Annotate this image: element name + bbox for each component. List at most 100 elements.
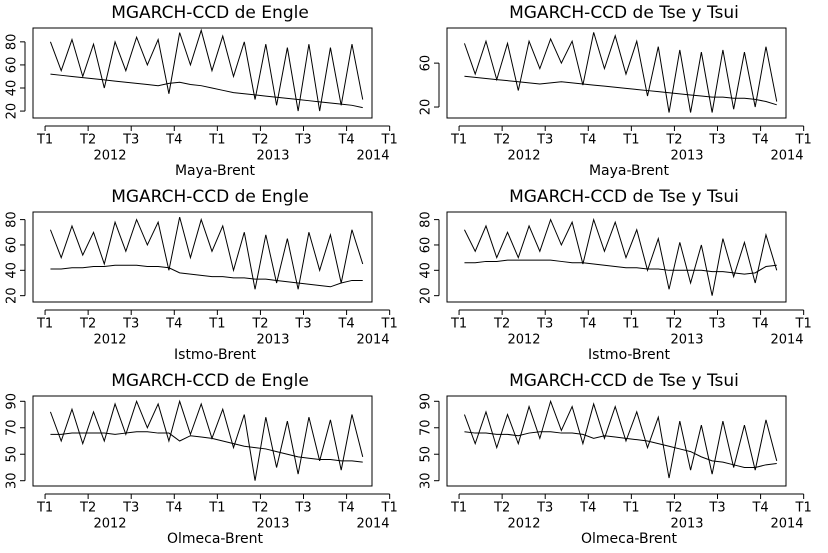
- y-tick-label: 60: [419, 55, 434, 72]
- y-tick-label: 20: [5, 103, 20, 120]
- y-tick-label: 20: [419, 287, 434, 304]
- year-label: 2014: [770, 333, 803, 348]
- x-tick-label: T3: [536, 133, 553, 148]
- x-tick-label: T2: [665, 317, 682, 332]
- year-label: 2012: [507, 517, 540, 532]
- x-tick-label: T1: [381, 317, 398, 332]
- x-tick-label: T1: [795, 133, 812, 148]
- x-axis-label: Olmeca-Brent: [167, 531, 264, 547]
- x-tick-label: T4: [165, 501, 182, 516]
- x-tick-label: T1: [208, 317, 225, 332]
- x-tick-label: T1: [208, 501, 225, 516]
- year-label: 2013: [670, 333, 703, 348]
- y-tick-label: 20: [5, 287, 20, 304]
- plot-frame: [446, 27, 787, 119]
- x-tick-label: T3: [122, 133, 139, 148]
- x-tick-label: T3: [708, 501, 725, 516]
- x-tick-label: T1: [622, 133, 639, 148]
- panel-title: MGARCH-CCD de Engle: [111, 371, 309, 391]
- x-tick-label: T1: [622, 501, 639, 516]
- series-line: [49, 216, 364, 290]
- x-tick-label: T2: [79, 133, 96, 148]
- year-label: 2012: [93, 333, 126, 348]
- y-tick-label: 70: [419, 419, 434, 436]
- x-tick-label: T2: [493, 317, 510, 332]
- panel-title: MGARCH-CCD de Tse y Tsui: [509, 371, 739, 391]
- x-tick-label: T2: [665, 133, 682, 148]
- series-line: [464, 75, 777, 106]
- panel: MGARCH-CCD de Tse y Tsui 30 50 70 90 T1 T2 T3 T4…: [419, 371, 812, 547]
- year-label: 2014: [356, 517, 389, 532]
- x-tick-label: T4: [579, 133, 596, 148]
- y-tick-label: 50: [5, 446, 20, 463]
- x-tick-label: T3: [708, 317, 725, 332]
- panel-title: MGARCH-CCD de Tse y Tsui: [509, 3, 739, 23]
- y-tick-label: 90: [419, 393, 434, 410]
- x-tick-label: T4: [579, 317, 596, 332]
- x-tick-label: T1: [381, 501, 398, 516]
- year-label: 2013: [670, 149, 703, 164]
- y-tick-label: 60: [4, 237, 19, 254]
- x-tick-label: T4: [751, 133, 768, 148]
- x-tick-label: T4: [337, 133, 354, 148]
- x-tick-label: T2: [251, 501, 268, 516]
- series-line: [49, 399, 364, 481]
- panel-title: MGARCH-CCD de Engle: [111, 3, 309, 23]
- plot-frame: [32, 211, 373, 303]
- y-tick-label: 30: [5, 472, 20, 489]
- year-label: 2013: [670, 517, 703, 532]
- y-tick-label: 40: [419, 262, 434, 279]
- y-tick-label: 20: [419, 99, 434, 116]
- x-tick-label: T1: [36, 317, 53, 332]
- series-line: [49, 28, 364, 112]
- y-tick-label: 60: [5, 57, 20, 74]
- year-label: 2014: [356, 149, 389, 164]
- x-tick-label: T4: [751, 317, 768, 332]
- panel: MGARCH-CCD de Engle 30 50 70 90 T1 T2 T3 T4 T1 T2 T…: [5, 371, 398, 547]
- plot-frame: [446, 211, 787, 303]
- x-axis-label: Maya-Brent: [175, 163, 256, 179]
- x-tick-label: T4: [165, 317, 182, 332]
- panel: MGARCH-CCD de Engle 20 40 60 80 T1 T2 T3 T4 T1 T2 T…: [5, 3, 398, 179]
- year-label: 2014: [770, 517, 803, 532]
- year-label: 2012: [507, 149, 540, 164]
- x-axis-label: Istmo-Brent: [588, 347, 670, 363]
- x-tick-label: T1: [795, 317, 812, 332]
- y-tick-label: 40: [5, 262, 20, 279]
- x-tick-label: T1: [36, 501, 53, 516]
- plot-frame: [446, 395, 787, 487]
- x-axis-label: Maya-Brent: [589, 163, 670, 179]
- year-label: 2013: [256, 333, 289, 348]
- series-line: [463, 399, 778, 479]
- x-tick-label: T4: [751, 501, 768, 516]
- x-tick-label: T2: [493, 133, 510, 148]
- series-line: [464, 259, 777, 275]
- year-label: 2012: [93, 149, 126, 164]
- x-tick-label: T2: [251, 317, 268, 332]
- x-tick-label: T1: [450, 501, 467, 516]
- y-tick-label: 80: [419, 211, 434, 228]
- y-tick-label: 50: [419, 446, 434, 463]
- y-tick-label: 70: [5, 419, 20, 436]
- x-tick-label: T3: [708, 133, 725, 148]
- x-tick-label: T1: [795, 501, 812, 516]
- panel: MGARCH-CCD de Tse y Tsui 20 40 60 80 T1 T2 T3 T4…: [419, 187, 812, 363]
- x-tick-label: T2: [493, 501, 510, 516]
- x-tick-label: T3: [536, 317, 553, 332]
- x-tick-label: T1: [450, 133, 467, 148]
- y-tick-label: 90: [5, 393, 20, 410]
- year-label: 2014: [356, 333, 389, 348]
- x-tick-label: T1: [36, 133, 53, 148]
- x-tick-label: T4: [337, 501, 354, 516]
- x-tick-label: T1: [450, 317, 467, 332]
- x-tick-label: T2: [665, 501, 682, 516]
- plot-frame: [32, 395, 373, 487]
- plot-frame: [32, 27, 373, 119]
- x-axis-label: Olmeca-Brent: [581, 531, 678, 547]
- year-label: 2013: [256, 149, 289, 164]
- x-tick-label: T3: [122, 501, 139, 516]
- panel: MGARCH-CCD de Tse y Tsui 20 60 T1 T2 T3 T4 T1 T2…: [419, 3, 812, 179]
- year-label: 2012: [93, 517, 126, 532]
- x-tick-label: T3: [122, 317, 139, 332]
- year-label: 2013: [256, 517, 289, 532]
